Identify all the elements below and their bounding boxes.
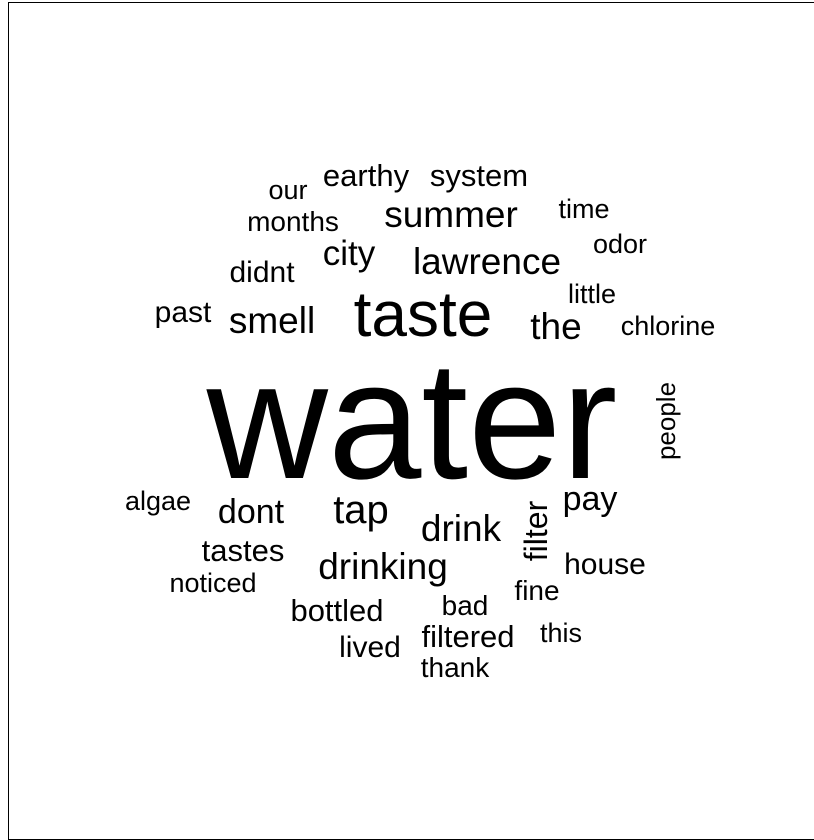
word-system: system xyxy=(430,158,528,193)
plot-frame xyxy=(8,2,814,840)
word-tap: tap xyxy=(333,488,389,532)
word-our: our xyxy=(268,175,307,205)
word-smell: smell xyxy=(229,300,315,341)
word-drinking: drinking xyxy=(318,546,448,587)
word-water: water xyxy=(206,326,618,514)
word-city: city xyxy=(323,234,376,273)
word-house: house xyxy=(564,548,646,581)
word-odor: odor xyxy=(593,229,647,259)
word-the: the xyxy=(530,306,581,347)
word-earthy: earthy xyxy=(323,158,410,193)
word-thank: thank xyxy=(421,652,490,683)
word-summer: summer xyxy=(384,194,518,235)
word-bad: bad xyxy=(442,590,489,621)
word-drink: drink xyxy=(421,508,502,549)
word-people: people xyxy=(651,382,681,460)
word-taste: taste xyxy=(354,278,493,350)
word-time: time xyxy=(558,194,609,224)
word-lawrence: lawrence xyxy=(413,241,561,282)
word-pay: pay xyxy=(563,480,618,518)
word-dont: dont xyxy=(218,493,285,531)
word-tastes: tastes xyxy=(202,533,285,568)
word-chlorine: chlorine xyxy=(621,311,716,341)
word-filter: filter xyxy=(518,500,554,561)
word-didnt: didnt xyxy=(229,256,295,289)
word-months: months xyxy=(247,206,339,237)
word-little: little xyxy=(568,279,616,309)
word-fine: fine xyxy=(514,575,559,606)
word-lived: lived xyxy=(339,631,401,664)
word-bottled: bottled xyxy=(290,593,383,628)
word-noticed: noticed xyxy=(169,568,256,598)
word-filtered: filtered xyxy=(421,619,514,654)
word-this: this xyxy=(540,618,582,648)
word-past: past xyxy=(155,296,212,329)
word-algae: algae xyxy=(125,486,191,516)
